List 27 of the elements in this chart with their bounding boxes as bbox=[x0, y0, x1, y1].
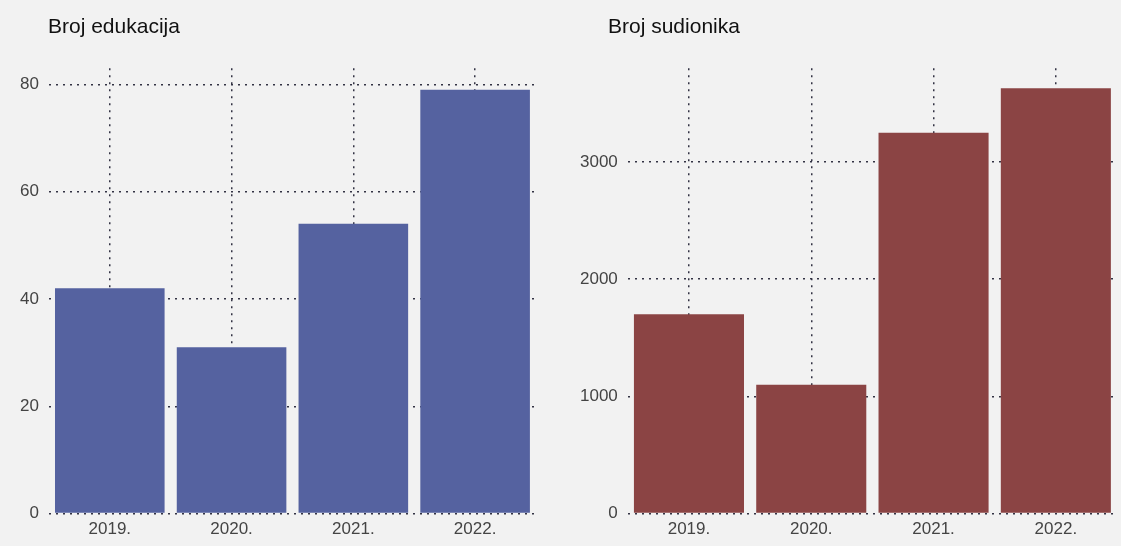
y-tick-label: 0 bbox=[29, 503, 39, 523]
x-tick-label: 2019. bbox=[88, 519, 132, 539]
bar bbox=[55, 288, 165, 513]
bar bbox=[878, 132, 989, 513]
x-tick-label: 2021. bbox=[912, 519, 955, 539]
y-tick-label: 3000 bbox=[579, 151, 618, 171]
x-tick-label: 2019. bbox=[667, 519, 711, 539]
y-tick-label: 2000 bbox=[579, 268, 618, 288]
x-tick-label: 2020. bbox=[789, 519, 833, 539]
x-tick-label: 2020. bbox=[210, 519, 253, 539]
bar bbox=[298, 223, 409, 513]
bar bbox=[420, 89, 530, 513]
y-tick-label: 20 bbox=[19, 395, 39, 415]
x-tick-label: 2021. bbox=[332, 519, 375, 539]
y-tick-label: 40 bbox=[19, 288, 39, 308]
bar bbox=[756, 384, 867, 513]
x-tick-label: 2022. bbox=[1034, 519, 1078, 539]
bar bbox=[176, 347, 287, 513]
x-tick-label: 2022. bbox=[453, 519, 497, 539]
y-tick-label: 60 bbox=[19, 181, 39, 201]
y-tick-label: 0 bbox=[608, 503, 618, 523]
y-tick-label: 80 bbox=[19, 73, 39, 93]
bar bbox=[1000, 88, 1111, 513]
bar bbox=[633, 314, 744, 513]
chart-title: Broj edukacija bbox=[48, 14, 180, 38]
y-tick-label: 1000 bbox=[579, 386, 618, 406]
chart-title: Broj sudionika bbox=[608, 14, 740, 38]
